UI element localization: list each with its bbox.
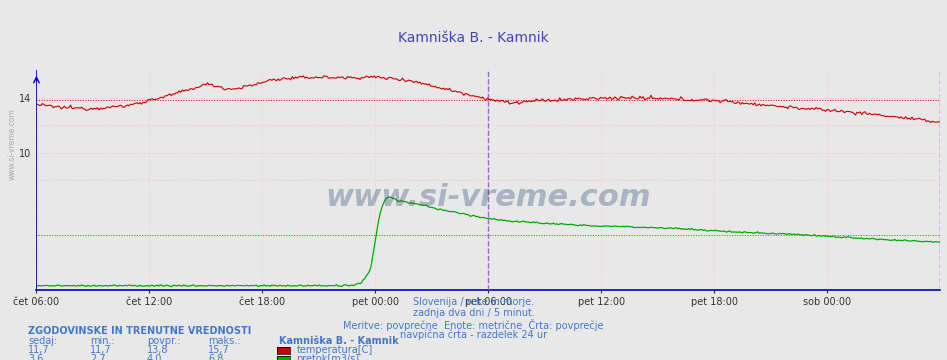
Text: 6,8: 6,8 (208, 354, 223, 360)
Text: min.:: min.: (90, 336, 115, 346)
Text: 11,7: 11,7 (90, 345, 112, 355)
Text: zadnja dva dni / 5 minut.: zadnja dva dni / 5 minut. (413, 308, 534, 318)
Text: pretok[m3/s]: pretok[m3/s] (296, 354, 360, 360)
Text: navpična črta - razdelek 24 ur: navpična črta - razdelek 24 ur (400, 329, 547, 340)
Text: 11,7: 11,7 (28, 345, 50, 355)
Text: temperatura[C]: temperatura[C] (296, 345, 373, 355)
Text: sedaj:: sedaj: (28, 336, 58, 346)
Text: Slovenija / reke in morje.: Slovenija / reke in morje. (413, 297, 534, 307)
Text: Kamniška B. - Kamnik: Kamniška B. - Kamnik (279, 336, 399, 346)
Text: www.si-vreme.com: www.si-vreme.com (8, 108, 17, 180)
Text: 2,7: 2,7 (90, 354, 105, 360)
Text: www.si-vreme.com: www.si-vreme.com (326, 183, 651, 212)
Text: maks.:: maks.: (208, 336, 241, 346)
Text: 3,6: 3,6 (28, 354, 44, 360)
Text: ZGODOVINSKE IN TRENUTNE VREDNOSTI: ZGODOVINSKE IN TRENUTNE VREDNOSTI (28, 326, 252, 336)
Text: Kamniška B. - Kamnik: Kamniška B. - Kamnik (398, 31, 549, 45)
Text: 13,8: 13,8 (147, 345, 169, 355)
Text: 4,0: 4,0 (147, 354, 162, 360)
Text: Meritve: povprečne  Enote: metrične  Črta: povprečje: Meritve: povprečne Enote: metrične Črta:… (343, 319, 604, 330)
Text: povpr.:: povpr.: (147, 336, 180, 346)
Text: 15,7: 15,7 (208, 345, 230, 355)
